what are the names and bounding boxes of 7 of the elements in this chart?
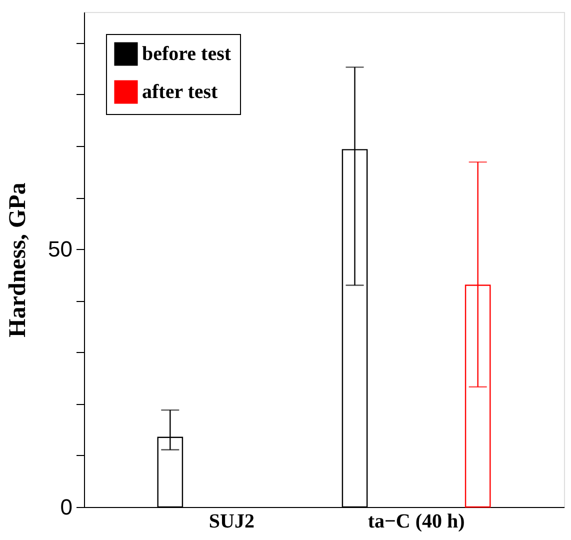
y-axis-title: Hardness, GPa bbox=[5, 182, 32, 338]
y-tick-label: 0 bbox=[60, 494, 72, 520]
x-tick-label: SUJ2 bbox=[208, 510, 254, 532]
y-tick-label: 50 bbox=[48, 236, 72, 262]
legend-label: before test bbox=[142, 43, 232, 65]
legend-label: after test bbox=[142, 81, 218, 103]
x-tick-label: ta−C (40 h) bbox=[368, 510, 465, 532]
